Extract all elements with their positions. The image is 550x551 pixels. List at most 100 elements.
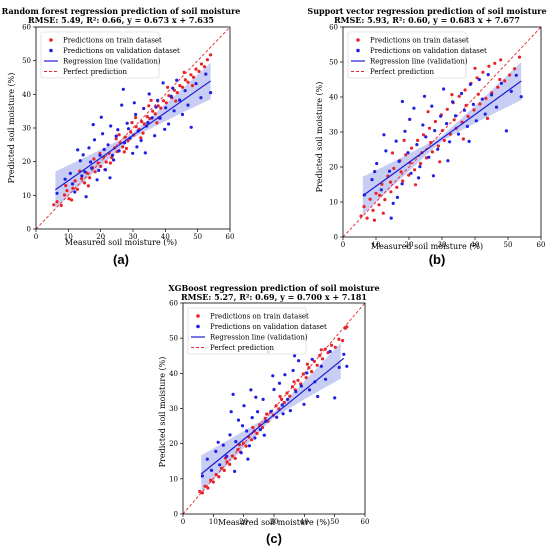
validation-point bbox=[370, 178, 374, 182]
validation-point bbox=[328, 349, 332, 354]
train-point bbox=[222, 468, 226, 472]
validation-point bbox=[200, 474, 204, 478]
panel-caption: (a) bbox=[113, 252, 129, 267]
x-tick-label: 50 bbox=[330, 518, 339, 526]
validation-point bbox=[161, 81, 165, 85]
validation-point bbox=[382, 133, 386, 137]
train-point bbox=[476, 92, 480, 96]
train-point bbox=[117, 133, 121, 137]
train-point bbox=[145, 115, 149, 119]
train-point bbox=[64, 184, 68, 188]
train-point bbox=[499, 58, 503, 62]
train-point bbox=[371, 208, 375, 212]
validation-point bbox=[84, 195, 88, 199]
validation-point bbox=[494, 105, 499, 109]
train-point bbox=[378, 193, 382, 197]
validation-point bbox=[395, 195, 399, 199]
train-point bbox=[461, 137, 465, 141]
train-point bbox=[233, 456, 237, 460]
validation-point bbox=[486, 73, 490, 77]
regression-line bbox=[362, 80, 522, 197]
train-point bbox=[114, 137, 118, 141]
validation-point bbox=[373, 170, 377, 174]
validation-point bbox=[108, 176, 112, 180]
train-point bbox=[414, 183, 418, 187]
validation-point bbox=[442, 87, 446, 91]
train-point bbox=[304, 376, 308, 380]
train-point bbox=[228, 462, 232, 466]
validation-point bbox=[103, 168, 108, 172]
validation-point bbox=[249, 388, 253, 392]
train-point bbox=[341, 339, 345, 343]
validation-point bbox=[483, 112, 487, 116]
y-tick-label: 60 bbox=[329, 24, 338, 32]
train-point bbox=[159, 106, 163, 110]
legend-marker-train bbox=[196, 314, 200, 318]
validation-point bbox=[275, 415, 279, 419]
validation-point bbox=[175, 78, 179, 82]
y-tick-label: 0 bbox=[174, 511, 178, 519]
validation-point bbox=[101, 132, 105, 136]
validation-point bbox=[150, 116, 154, 120]
train-point bbox=[263, 416, 267, 420]
validation-point bbox=[519, 95, 523, 99]
train-point bbox=[312, 359, 316, 363]
validation-point bbox=[406, 151, 410, 155]
train-point bbox=[481, 70, 485, 74]
train-point bbox=[433, 119, 437, 124]
train-point bbox=[71, 186, 75, 190]
train-point bbox=[251, 425, 255, 430]
validation-point bbox=[154, 105, 158, 109]
validation-point bbox=[422, 94, 427, 98]
validation-point bbox=[297, 359, 301, 363]
chart-subtitle: RMSE: 5.27, R²: 0.69, y = 0.700 x + 7.18… bbox=[181, 292, 367, 302]
x-tick-label: 20 bbox=[239, 518, 248, 526]
train-point bbox=[250, 438, 254, 442]
validation-point bbox=[87, 146, 91, 150]
train-point bbox=[475, 76, 479, 80]
train-point bbox=[141, 131, 145, 135]
validation-point bbox=[205, 457, 209, 461]
validation-point bbox=[169, 94, 173, 98]
train-point bbox=[478, 102, 482, 106]
validation-point bbox=[286, 397, 290, 401]
validation-point bbox=[80, 174, 84, 178]
validation-point bbox=[134, 112, 138, 117]
validation-point bbox=[468, 82, 472, 86]
train-point bbox=[399, 170, 403, 174]
train-point bbox=[200, 491, 204, 495]
train-point bbox=[197, 69, 201, 73]
x-tick-label: 50 bbox=[193, 233, 202, 241]
train-point bbox=[333, 345, 337, 349]
train-point bbox=[410, 146, 414, 150]
train-point bbox=[241, 441, 245, 445]
train-point bbox=[296, 378, 300, 382]
validation-point bbox=[456, 132, 461, 136]
chart-title: XGBoost regression prediction of soil mo… bbox=[168, 283, 379, 293]
train-point bbox=[404, 153, 408, 157]
x-tick-label: 40 bbox=[161, 233, 170, 241]
validation-point bbox=[509, 89, 513, 93]
validation-point bbox=[99, 115, 103, 119]
validation-point bbox=[424, 135, 428, 139]
train-point bbox=[310, 370, 314, 374]
train-point bbox=[189, 73, 193, 77]
validation-point bbox=[342, 352, 346, 356]
validation-point bbox=[316, 394, 320, 399]
validation-point bbox=[421, 123, 425, 127]
validation-point bbox=[291, 368, 295, 373]
train-point bbox=[190, 84, 195, 88]
train-point bbox=[124, 146, 129, 151]
train-point bbox=[496, 85, 500, 89]
validation-point bbox=[489, 93, 494, 97]
train-point bbox=[198, 489, 202, 494]
train-point bbox=[292, 380, 296, 384]
validation-point bbox=[445, 122, 449, 126]
train-point bbox=[290, 385, 295, 389]
validation-point bbox=[171, 86, 175, 90]
validation-point bbox=[125, 121, 129, 125]
validation-point bbox=[262, 433, 266, 437]
train-point bbox=[365, 216, 369, 220]
validation-point bbox=[439, 114, 443, 118]
validation-point bbox=[246, 457, 250, 461]
